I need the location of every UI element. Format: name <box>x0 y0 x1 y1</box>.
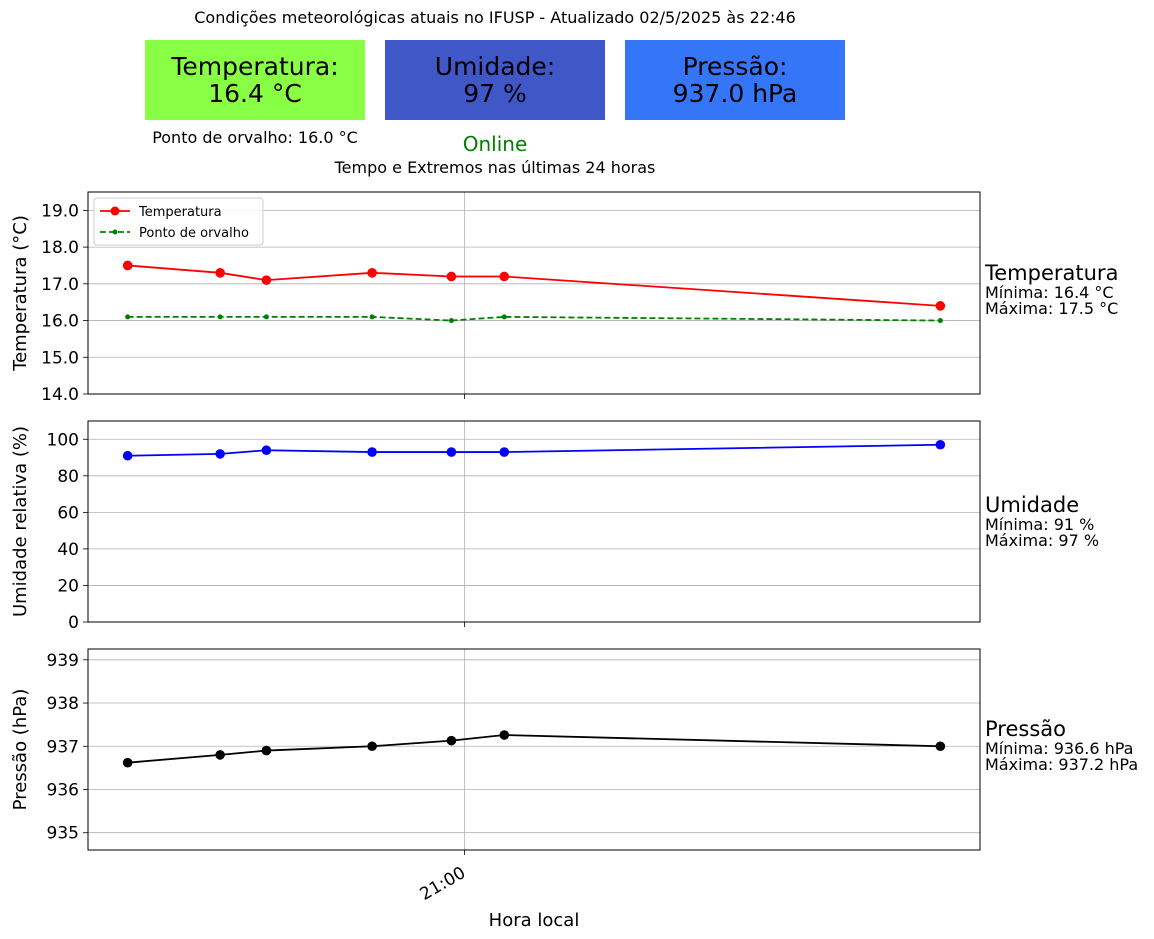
pressure-extremes: Pressão Mínima: 936.6 hPa Máxima: 937.2 … <box>985 717 1138 773</box>
series-line <box>127 264 941 307</box>
data-point <box>499 730 510 740</box>
series-line-2 <box>122 730 946 768</box>
data-point <box>261 445 272 456</box>
dew-point-text: Ponto de orvalho: 16.0 °C <box>152 128 358 147</box>
y-tick-label: 40 <box>57 540 79 560</box>
temperature-extremes: Temperatura Mínima: 16.4 °C Máxima: 17.5… <box>985 261 1118 317</box>
data-point <box>937 318 943 324</box>
data-point <box>448 318 454 324</box>
data-point <box>263 314 269 320</box>
y-axis-label: Temperatura (°C) <box>10 215 31 372</box>
pressure-min: Mínima: 936.6 hPa <box>985 739 1134 758</box>
data-point <box>935 439 946 450</box>
y-tick-label: 80 <box>57 467 79 487</box>
chart-subtitle: Tempo e Extremos nas últimas 24 horas <box>334 158 656 177</box>
y-tick-label: 18.0 <box>41 238 79 258</box>
pressure-card-label: Pressão: <box>682 52 788 81</box>
data-point <box>122 757 133 768</box>
data-point <box>215 268 225 278</box>
series-ponto-de-orvalho <box>125 314 943 324</box>
legend-marker <box>110 206 120 216</box>
y-tick-label: 938 <box>47 694 79 714</box>
plot-frame <box>87 648 981 851</box>
data-point <box>446 447 457 457</box>
humidity-card-value: 97 % <box>463 79 527 108</box>
y-tick-label: 100 <box>47 430 79 450</box>
temperature-card: Temperatura: 16.4 °C <box>145 40 365 120</box>
data-point <box>935 741 946 752</box>
y-tick-label: 60 <box>57 503 79 523</box>
pressure-max: Máxima: 937.2 hPa <box>985 755 1139 774</box>
humidity-extremes-title: Umidade <box>985 493 1080 517</box>
data-point <box>215 449 225 459</box>
temperature-max: Máxima: 17.5 °C <box>985 299 1119 318</box>
data-point <box>125 314 131 320</box>
humidity-card-label: Umidade: <box>434 52 556 81</box>
humidity-card: Umidade: 97 % <box>385 40 605 120</box>
data-point <box>215 750 225 760</box>
page-title: Condições meteorológicas atuais no IFUSP… <box>194 8 796 27</box>
data-point <box>367 447 377 457</box>
chart-legend: Temperatura Ponto de orvalho <box>93 197 264 246</box>
data-point <box>499 447 510 457</box>
legend-marker <box>112 229 118 235</box>
y-tick-label: 936 <box>47 780 79 800</box>
data-point <box>499 271 510 282</box>
series-line <box>127 734 941 764</box>
humidity-max: Máxima: 97 % <box>985 531 1100 550</box>
series-line-1 <box>122 439 946 461</box>
temperature-card-value: 16.4 °C <box>208 79 302 108</box>
data-point <box>261 275 272 285</box>
legend-label: Ponto de orvalho <box>139 226 249 241</box>
data-point <box>935 301 946 311</box>
legend-label: Temperatura <box>138 205 222 220</box>
y-tick-label: 20 <box>57 576 79 596</box>
data-point <box>217 314 223 320</box>
x-tick-label: 21:00 <box>417 863 469 905</box>
legend-box <box>93 197 264 246</box>
plot-frame <box>87 191 981 395</box>
data-point <box>369 314 375 320</box>
y-tick-label: 0 <box>68 613 79 633</box>
status-badge: Online <box>462 132 528 156</box>
humidity-extremes: Umidade Mínima: 91 % Máxima: 97 % <box>985 493 1099 549</box>
data-point <box>446 271 457 282</box>
data-point <box>501 314 507 320</box>
series-line <box>127 315 941 322</box>
data-point <box>446 735 457 746</box>
data-point <box>261 745 272 756</box>
temperature-min: Mínima: 16.4 °C <box>985 283 1114 302</box>
temperature-card-label: Temperatura: <box>171 52 339 81</box>
data-point <box>367 268 377 278</box>
y-tick-label: 14.0 <box>41 385 79 405</box>
x-axis-label: Hora local <box>489 910 580 931</box>
series-line <box>127 443 941 457</box>
data-point <box>122 450 133 461</box>
y-tick-label: 939 <box>47 651 79 671</box>
temperature-extremes-title: Temperatura <box>985 261 1119 285</box>
humidity-min: Mínima: 91 % <box>985 515 1095 534</box>
pressure-card-value: 937.0 hPa <box>672 79 798 108</box>
y-tick-label: 935 <box>47 824 79 844</box>
y-tick-label: 19.0 <box>41 201 79 221</box>
series-temperatura <box>122 260 946 311</box>
pressure-card: Pressão: 937.0 hPa <box>625 40 845 120</box>
pressure-extremes-title: Pressão <box>985 717 1066 741</box>
y-tick-label: 16.0 <box>41 312 79 332</box>
data-point <box>122 260 133 271</box>
y-tick-label: 17.0 <box>41 275 79 295</box>
y-tick-label: 15.0 <box>41 348 79 368</box>
data-point <box>367 741 377 752</box>
y-tick-label: 937 <box>47 737 79 757</box>
y-axis-label: Pressão (hPa) <box>10 689 31 811</box>
plot-frame <box>87 420 981 623</box>
y-axis-label: Umidade relativa (%) <box>10 426 31 617</box>
